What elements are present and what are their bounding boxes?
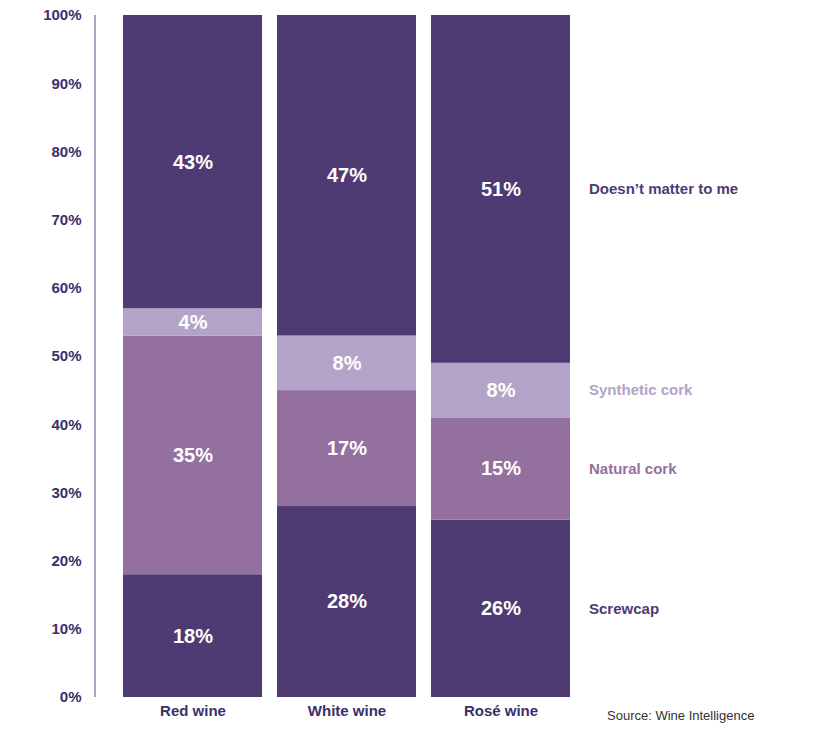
svg-text:47%: 47% xyxy=(327,164,367,186)
svg-text:17%: 17% xyxy=(327,437,367,459)
svg-text:10%: 10% xyxy=(51,620,81,637)
svg-text:8%: 8% xyxy=(333,352,362,374)
svg-text:28%: 28% xyxy=(327,590,367,612)
svg-text:70%: 70% xyxy=(51,211,81,228)
svg-text:8%: 8% xyxy=(487,379,516,401)
svg-text:Doesn’t matter to me: Doesn’t matter to me xyxy=(589,180,738,197)
svg-text:0%: 0% xyxy=(60,688,82,705)
html-text:Source: Wine Intelligence: Source: Wine Intelligence xyxy=(607,708,755,723)
svg-text:100%: 100% xyxy=(43,6,81,23)
svg-text:Red wine: Red wine xyxy=(160,702,226,719)
svg-text:20%: 20% xyxy=(51,552,81,569)
svg-text:35%: 35% xyxy=(173,444,213,466)
svg-text:26%: 26% xyxy=(481,597,521,619)
svg-text:40%: 40% xyxy=(51,416,81,433)
svg-text:Screwcap: Screwcap xyxy=(589,600,659,617)
svg-text:Natural cork: Natural cork xyxy=(589,460,677,477)
svg-text:White wine: White wine xyxy=(308,702,386,719)
svg-text:60%: 60% xyxy=(51,279,81,296)
svg-text:4%: 4% xyxy=(179,311,208,333)
svg-text:43%: 43% xyxy=(173,151,213,173)
svg-text:15%: 15% xyxy=(481,457,521,479)
svg-text:51%: 51% xyxy=(481,178,521,200)
svg-text:18%: 18% xyxy=(173,625,213,647)
svg-text:Rosé wine: Rosé wine xyxy=(464,702,538,719)
svg-text:Synthetic cork: Synthetic cork xyxy=(589,381,693,398)
svg-text:80%: 80% xyxy=(51,143,81,160)
svg-text:50%: 50% xyxy=(51,347,81,364)
svg-text:90%: 90% xyxy=(51,75,81,92)
svg-text:30%: 30% xyxy=(51,484,81,501)
